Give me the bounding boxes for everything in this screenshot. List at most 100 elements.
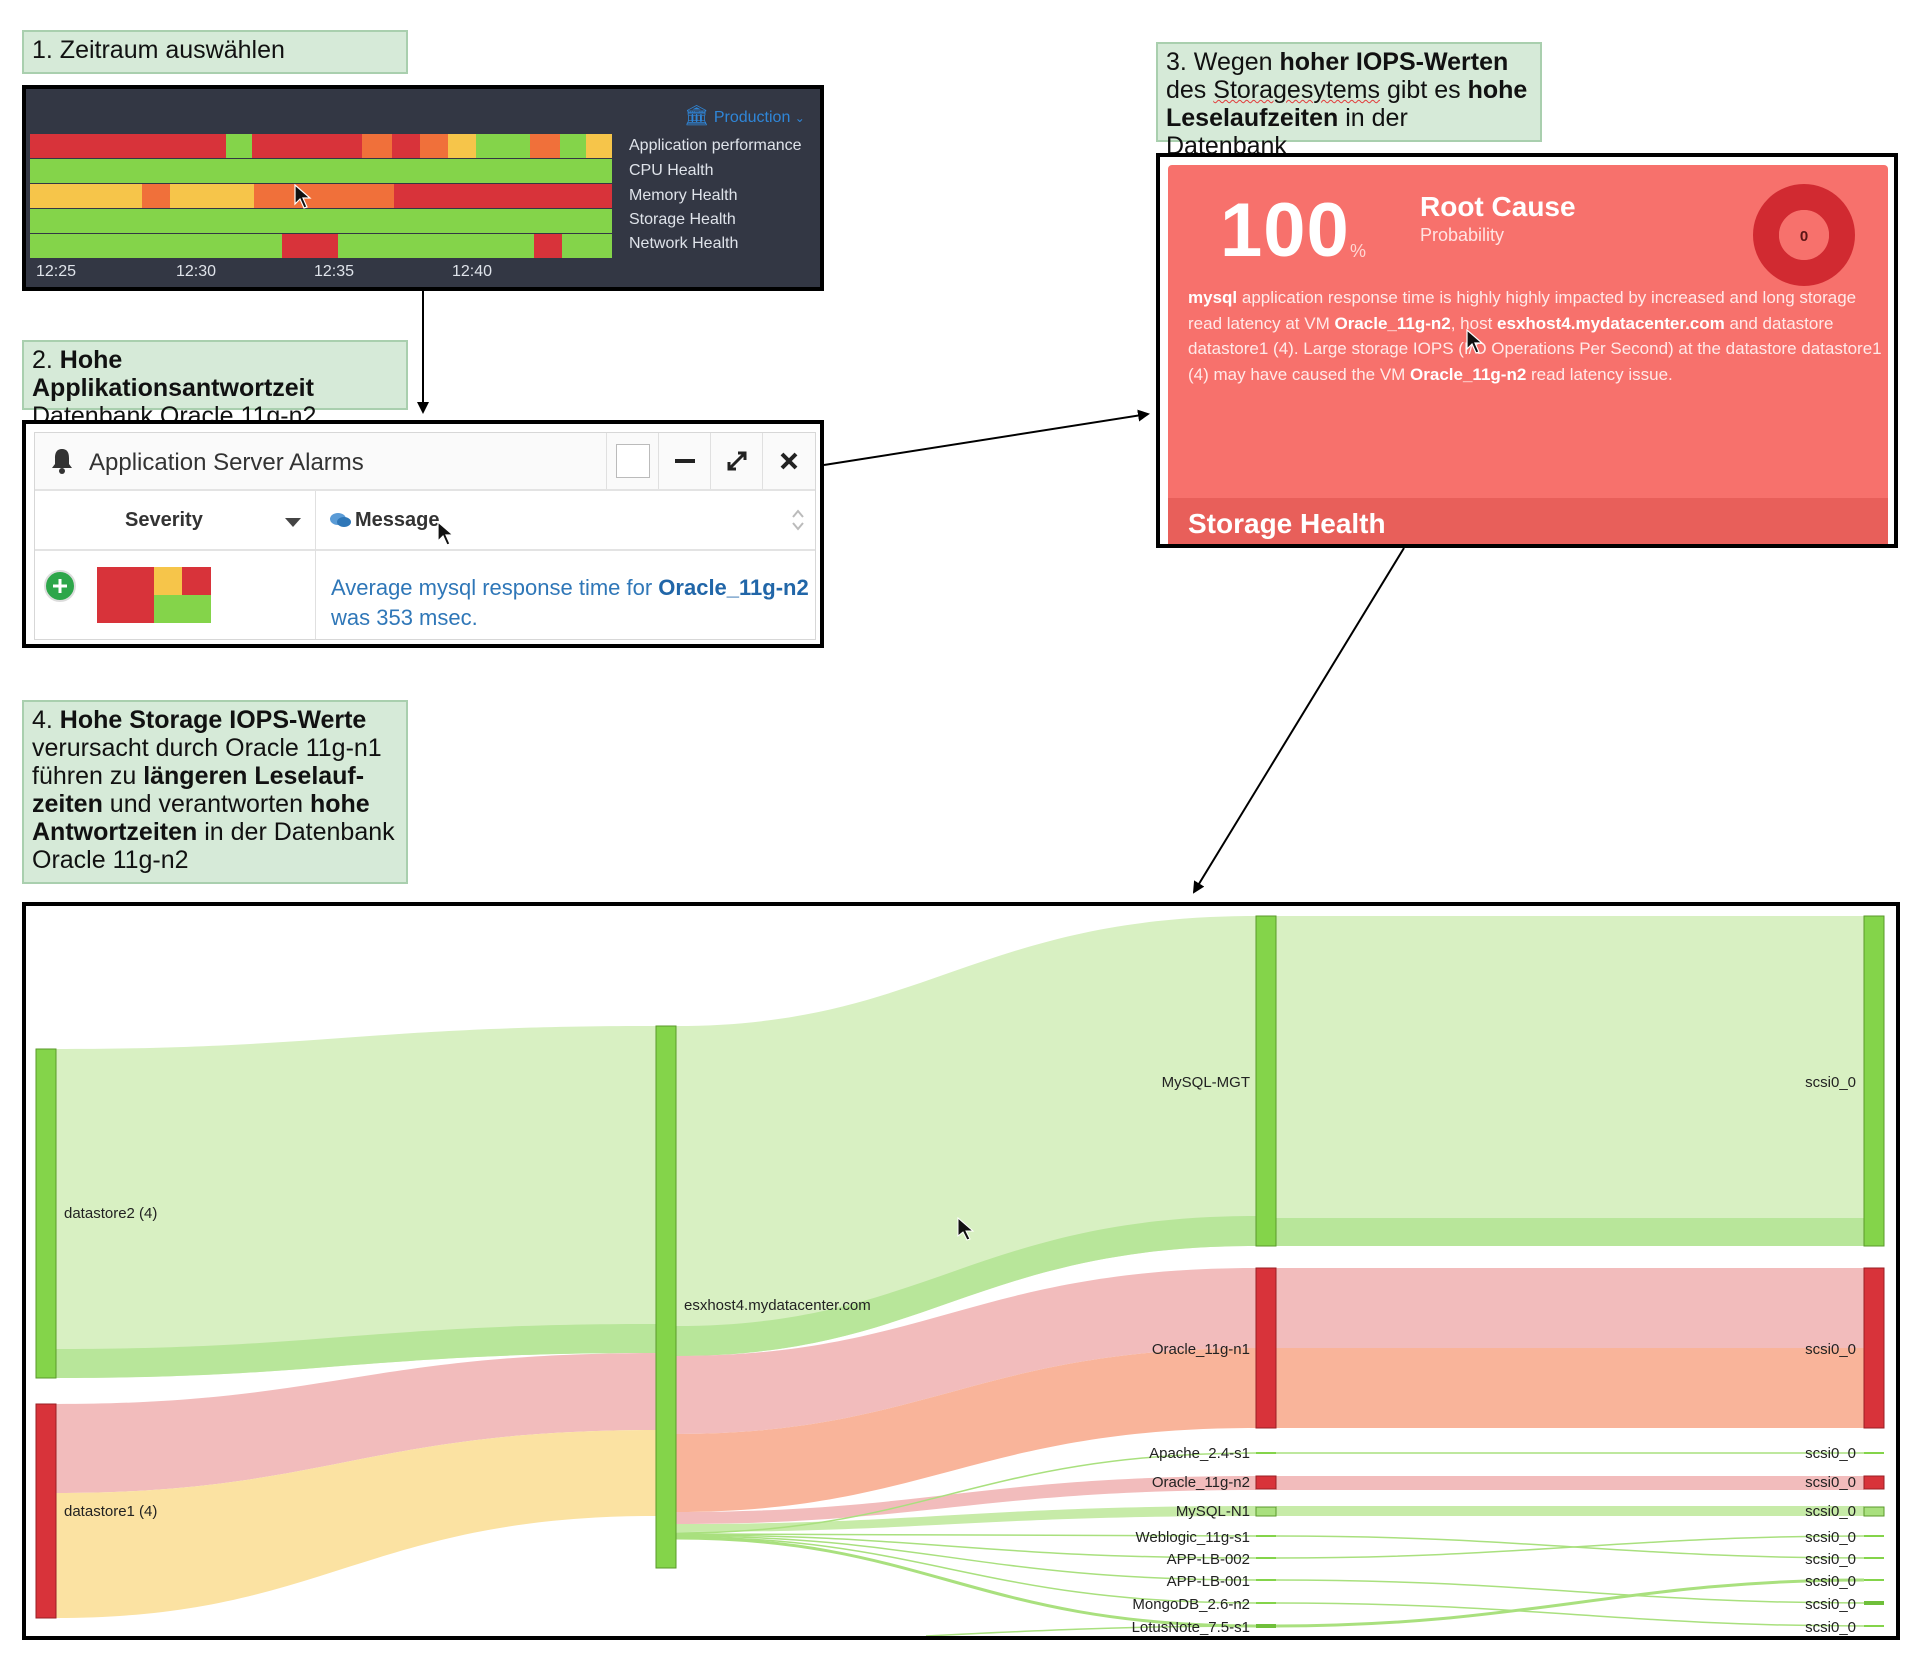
node-disk-5[interactable]	[1863, 1506, 1885, 1517]
heatmap-row-cpu[interactable]	[30, 159, 612, 183]
flow-host-small-vms[interactable]	[675, 1452, 1257, 1636]
node-app-lb-002[interactable]	[1256, 1557, 1276, 1559]
heatmap-cell[interactable]	[254, 184, 394, 208]
node-disk-8[interactable]	[1864, 1579, 1884, 1581]
select-checkbox-button[interactable]	[606, 433, 659, 489]
flow-datastore2-host[interactable]	[56, 1026, 656, 1378]
heatmap-row-network[interactable]	[30, 234, 612, 258]
heatmap-cell[interactable]	[530, 134, 560, 158]
flow-mysql-mgt-disk-secondary[interactable]	[1276, 1218, 1864, 1246]
node-oracle-n2[interactable]	[1255, 1475, 1277, 1490]
mouse-cursor-icon	[1466, 329, 1484, 354]
label-vm: APP-LB-002	[1167, 1551, 1250, 1568]
step2-note: 2. Hohe Applikationsantwortzeit Datenban…	[22, 340, 408, 430]
step3-part: gibt es	[1380, 76, 1468, 104]
flow-mysql-mgt-disk[interactable]	[1276, 916, 1864, 1246]
node-disk-7[interactable]	[1864, 1557, 1884, 1559]
message-column-header[interactable]: Message	[355, 509, 440, 531]
label-datastore2: datastore2 (4)	[64, 1205, 157, 1222]
node-datastore1[interactable]	[35, 1403, 57, 1619]
rc-text-bold: esxhost4.mydatacenter.com	[1497, 313, 1725, 333]
alarm-vm-name: Oracle_11g-n2	[658, 575, 809, 600]
flow-host-mysql-n1[interactable]	[676, 1506, 1256, 1532]
node-disk-6[interactable]	[1864, 1535, 1884, 1537]
heatmap-row-memory[interactable]	[30, 184, 612, 208]
flow-datastore2-host-secondary[interactable]	[56, 1324, 656, 1378]
flow-datastore1-host-yellow[interactable]	[56, 1430, 656, 1618]
maximize-button[interactable]	[710, 433, 763, 489]
node-oracle-n1[interactable]	[1255, 1267, 1277, 1429]
heatmap-cell[interactable]	[394, 184, 612, 208]
node-datastore2[interactable]	[35, 1048, 57, 1379]
flow-datastore1-host-red[interactable]	[56, 1353, 656, 1493]
flow-oracle-n1-disk-pink[interactable]	[1276, 1268, 1864, 1348]
heatmap-cell[interactable]	[252, 134, 362, 158]
flow-host-oracle-n1-salmon[interactable]	[676, 1348, 1256, 1512]
root-cause-card[interactable]: 100 % Root Cause Probability 0 mysql app…	[1168, 165, 1888, 544]
label-disk: scsi0_0	[1805, 1445, 1856, 1462]
node-lotusnote[interactable]	[1256, 1624, 1276, 1628]
alarm-message[interactable]: Average mysql response time for Oracle_1…	[331, 573, 821, 633]
heatmap-cell[interactable]	[142, 184, 170, 208]
flow-host-oracle-n2[interactable]	[676, 1476, 1256, 1524]
heatmap-row-application[interactable]	[30, 134, 612, 158]
heatmap-cell[interactable]	[282, 234, 338, 258]
node-disk-3[interactable]	[1864, 1452, 1884, 1454]
label-vm: Oracle_11g-n2	[1152, 1474, 1250, 1491]
node-app-lb-001[interactable]	[1256, 1579, 1276, 1581]
heatmap-cell[interactable]	[420, 134, 448, 158]
step2-bold: Hohe Applikationsantwortzeit	[32, 346, 314, 402]
donut-value: 0	[1800, 228, 1808, 245]
label-vm: Oracle_11g-n1	[1152, 1341, 1250, 1358]
row-label-storage: Storage Health	[629, 211, 736, 228]
expand-row-icon[interactable]	[43, 569, 77, 603]
heatmap-row-storage[interactable]	[30, 209, 612, 233]
step4-part: führen zu	[32, 762, 144, 790]
node-disk-1[interactable]	[1863, 915, 1885, 1247]
label-host: esxhost4.mydatacenter.com	[684, 1297, 871, 1314]
node-apache[interactable]	[1256, 1452, 1276, 1454]
node-disk-4[interactable]	[1863, 1475, 1885, 1490]
sort-down-icon[interactable]	[285, 518, 301, 528]
close-button[interactable]	[762, 433, 815, 489]
step2-prefix: 2.	[32, 346, 60, 374]
node-host[interactable]	[655, 1025, 677, 1569]
row-label-memory: Memory Health	[629, 187, 738, 204]
environment-selector[interactable]: 🏛 Production ⌄	[684, 103, 805, 128]
heatmap-cell[interactable]	[586, 134, 612, 158]
heatmap-cell[interactable]	[170, 184, 254, 208]
heatmap-cell[interactable]	[534, 234, 562, 258]
node-disk-2[interactable]	[1863, 1267, 1885, 1429]
arrow-alarms-to-rootcause	[823, 409, 1150, 466]
node-disk-10[interactable]	[1864, 1625, 1884, 1627]
node-mongodb[interactable]	[1256, 1602, 1276, 1604]
heatmap-cell[interactable]	[30, 134, 226, 158]
heatmap-cell[interactable]	[362, 134, 392, 158]
flow-small-vm-disks[interactable]	[1275, 1452, 1865, 1628]
label-disk: scsi0_0	[1805, 1474, 1856, 1491]
label-disk: scsi0_0	[1805, 1074, 1856, 1091]
node-mysql-n1[interactable]	[1255, 1506, 1277, 1517]
minimize-button[interactable]	[658, 433, 711, 489]
sort-icon[interactable]	[791, 508, 805, 532]
label-disk: scsi0_0	[1805, 1341, 1856, 1358]
flow-host-oracle-n1-pink[interactable]	[676, 1268, 1256, 1434]
label-disk: scsi0_0	[1805, 1503, 1856, 1520]
flow-oracle-n1-disk-salmon[interactable]	[1276, 1348, 1864, 1428]
alarm-message-part: Average mysql response time for	[331, 575, 659, 600]
time-tick: 12:25	[36, 263, 77, 280]
flow-mysql-n1-disk[interactable]	[1276, 1506, 1864, 1516]
label-vm: MySQL-MGT	[1162, 1074, 1250, 1091]
heatmap-cell[interactable]	[30, 184, 142, 208]
heatmap-grid[interactable]	[30, 134, 612, 258]
heatmap-cell[interactable]	[392, 134, 420, 158]
heatmap-cell[interactable]	[448, 134, 476, 158]
node-mysql-mgt[interactable]	[1255, 915, 1277, 1247]
chat-bubbles-icon	[330, 513, 351, 527]
flow-host-mysql-mgt-secondary[interactable]	[676, 1216, 1256, 1356]
flow-oracle-n2-disk[interactable]	[1276, 1476, 1864, 1490]
node-weblogic[interactable]	[1256, 1535, 1276, 1537]
node-disk-9[interactable]	[1864, 1601, 1884, 1605]
step4-bold: Antwortzeiten	[32, 818, 198, 846]
severity-column-header[interactable]: Severity	[125, 509, 203, 531]
